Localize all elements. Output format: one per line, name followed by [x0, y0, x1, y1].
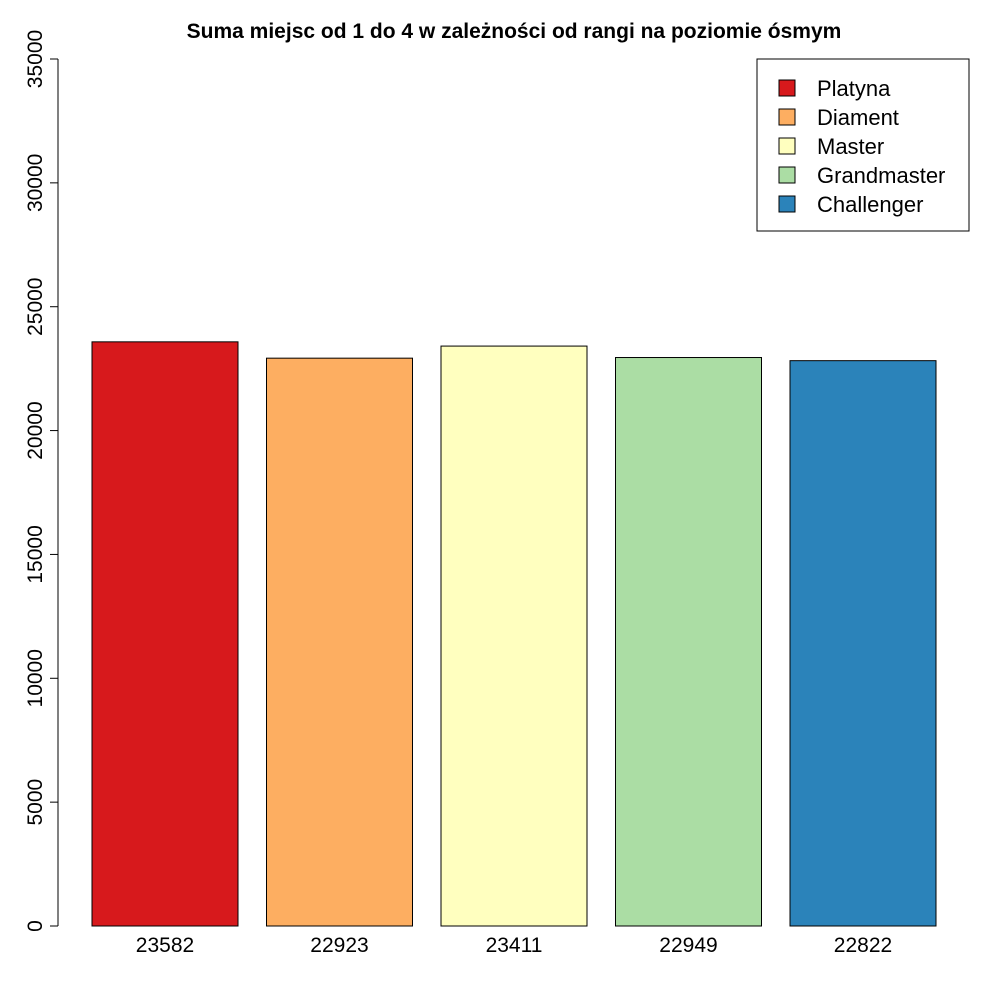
legend-label: Grandmaster — [817, 163, 945, 188]
legend-swatch — [778, 137, 796, 155]
legend: Platyna Diament Master Grandmaster Challenge… — [756, 58, 970, 232]
chart-title: Suma miejsc od 1 do 4 w zależności od ra… — [187, 20, 842, 43]
x-tick-label: 22949 — [659, 934, 717, 957]
bar — [440, 345, 588, 927]
x-tick-label: 22923 — [310, 934, 368, 957]
bars — [91, 341, 937, 927]
legend-label: Platyna — [817, 76, 891, 101]
bar — [266, 357, 413, 927]
y-tick-label: 35000 — [24, 30, 47, 88]
y-tick-label: 15000 — [24, 525, 47, 583]
x-tick-label: 23411 — [486, 934, 543, 957]
y-tick-label: 5000 — [24, 779, 47, 826]
x-tick-labels: 23582 22923 23411 22949 22822 — [136, 934, 892, 957]
legend-swatch — [778, 195, 796, 213]
legend-swatch — [778, 108, 796, 126]
y-tick-label: 25000 — [24, 278, 47, 336]
bar — [615, 357, 762, 927]
y-tick-label: 30000 — [24, 154, 47, 212]
x-tick-label: 23582 — [136, 934, 194, 957]
y-tick-label: 20000 — [24, 401, 47, 459]
legend-label: Diament — [817, 105, 899, 130]
legend-swatch — [778, 166, 796, 184]
legend-label: Challenger — [817, 192, 923, 217]
legend-swatch — [778, 79, 796, 97]
x-tick-label: 22822 — [834, 934, 892, 957]
bar — [91, 341, 239, 927]
legend-label: Master — [817, 134, 884, 159]
y-tick-label: 10000 — [24, 649, 47, 707]
y-axis: 0 5000 10000 15000 20000 25000 30000 35000 — [24, 30, 59, 932]
bar — [789, 360, 937, 927]
y-tick-label: 0 — [24, 920, 47, 932]
